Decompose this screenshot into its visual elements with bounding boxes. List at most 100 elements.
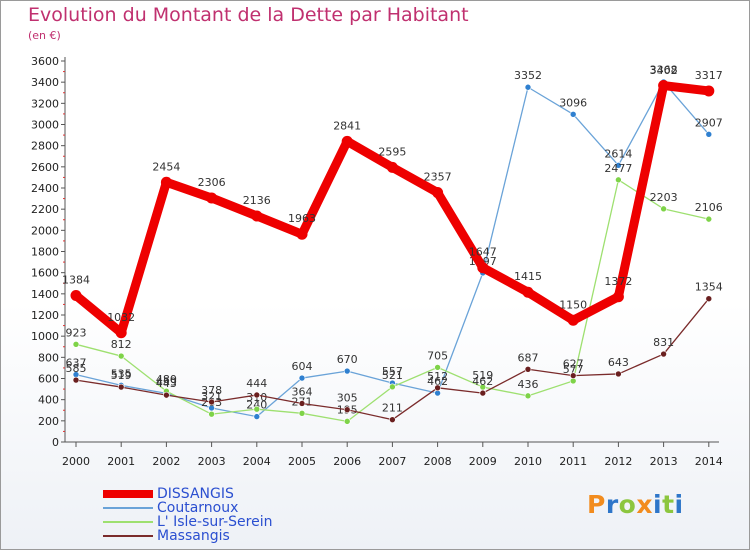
data-label: 378 xyxy=(201,384,222,397)
data-label: 1415 xyxy=(514,270,542,283)
data-label: 519 xyxy=(472,369,493,382)
data-label: 577 xyxy=(563,363,584,376)
data-point xyxy=(477,262,489,274)
logo-letter: t xyxy=(662,490,675,519)
data-label: 812 xyxy=(111,338,132,351)
data-label: 2477 xyxy=(604,162,632,175)
legend-swatch xyxy=(103,521,153,523)
data-label: 480 xyxy=(156,373,177,386)
y-tick-label: 3600 xyxy=(31,55,59,68)
data-point xyxy=(163,391,170,399)
data-label: 627 xyxy=(563,358,584,371)
y-tick-label: 1600 xyxy=(31,267,59,280)
x-tick-label: 2010 xyxy=(514,455,542,468)
data-point xyxy=(253,405,261,413)
logo-letter: i xyxy=(674,490,684,519)
data-label: 436 xyxy=(518,378,539,391)
data-point xyxy=(479,389,487,397)
x-tick-label: 2013 xyxy=(650,455,678,468)
data-label: 2106 xyxy=(695,201,723,214)
y-tick-label: 2800 xyxy=(31,140,59,153)
y-tick-label: 800 xyxy=(38,351,59,364)
x-tick-label: 2012 xyxy=(604,455,632,468)
data-label: 512 xyxy=(427,370,448,383)
logo-letter: i xyxy=(653,490,663,519)
data-label: 3096 xyxy=(559,96,587,109)
data-label: 1372 xyxy=(604,275,632,288)
data-label: 585 xyxy=(66,362,87,375)
data-label: 443 xyxy=(156,377,177,390)
legend-label: DISSANGIS xyxy=(157,486,234,502)
data-point xyxy=(705,295,713,303)
y-tick-label: 600 xyxy=(38,373,59,386)
x-tick-label: 2006 xyxy=(333,455,361,468)
data-point xyxy=(703,85,715,97)
y-tick-label: 3000 xyxy=(31,119,59,132)
data-point xyxy=(567,314,579,326)
data-point xyxy=(389,383,396,391)
data-label: 643 xyxy=(608,356,629,369)
data-label: 604 xyxy=(292,360,313,373)
data-point xyxy=(343,418,351,425)
data-label: 2454 xyxy=(152,160,180,173)
data-label: 1150 xyxy=(559,298,587,311)
data-label: 1032 xyxy=(107,311,135,324)
y-tick-label: 1000 xyxy=(31,330,59,343)
data-label: 1963 xyxy=(288,212,316,225)
x-tick-label: 2008 xyxy=(424,455,452,468)
proxiti-logo: Proxiti xyxy=(587,490,684,519)
y-tick-label: 0 xyxy=(52,436,59,449)
y-tick-label: 2400 xyxy=(31,182,59,195)
data-label: 687 xyxy=(518,351,539,364)
chart-title: Evolution du Montant de la Dette par Hab… xyxy=(28,4,469,26)
data-label: 2357 xyxy=(424,171,452,184)
data-point xyxy=(522,286,534,298)
y-tick-label: 1200 xyxy=(31,309,59,322)
data-label: 2595 xyxy=(378,145,406,158)
legend-swatch xyxy=(103,507,153,509)
data-label: 3317 xyxy=(695,69,723,82)
data-point xyxy=(524,365,532,373)
data-point xyxy=(343,406,351,414)
data-point xyxy=(117,352,125,360)
data-point xyxy=(524,392,532,400)
data-label: 3352 xyxy=(514,69,542,82)
x-tick-label: 2002 xyxy=(152,455,180,468)
legend-label: Massangis xyxy=(157,528,230,544)
y-tick-label: 3200 xyxy=(31,97,59,110)
data-label: 2907 xyxy=(695,116,723,129)
data-point xyxy=(705,215,713,223)
data-point xyxy=(208,410,215,418)
data-label: 2136 xyxy=(243,194,271,207)
logo-letter: x xyxy=(636,490,653,519)
x-tick-label: 2004 xyxy=(243,455,271,468)
data-label: 557 xyxy=(382,365,403,378)
x-tick-label: 2005 xyxy=(288,455,316,468)
data-label: 2614 xyxy=(604,147,632,160)
data-point xyxy=(705,131,713,138)
data-label: 444 xyxy=(246,377,267,390)
data-label: 923 xyxy=(66,326,87,339)
x-tick-label: 2014 xyxy=(695,455,723,468)
data-label: 364 xyxy=(292,385,313,398)
logo-letter: o xyxy=(618,490,637,519)
data-label: 519 xyxy=(111,369,132,382)
data-point xyxy=(115,327,127,339)
data-point xyxy=(389,416,396,423)
data-point xyxy=(658,80,670,92)
x-tick-label: 2009 xyxy=(469,455,497,468)
x-tick-label: 2003 xyxy=(198,455,226,468)
data-point xyxy=(72,376,80,384)
data-label: 3368 xyxy=(650,64,678,77)
y-tick-label: 400 xyxy=(38,394,59,407)
data-label: 670 xyxy=(337,353,358,366)
y-tick-label: 2600 xyxy=(31,161,59,174)
series-dissangis: 1384 1032 2454 2306 2136 1963 2841 2595 2357 1647… xyxy=(62,64,723,339)
logo-letter: P xyxy=(587,490,606,519)
data-point xyxy=(569,111,577,118)
y-tick-label: 1800 xyxy=(31,246,59,259)
data-point xyxy=(206,192,218,204)
data-point xyxy=(615,176,622,184)
